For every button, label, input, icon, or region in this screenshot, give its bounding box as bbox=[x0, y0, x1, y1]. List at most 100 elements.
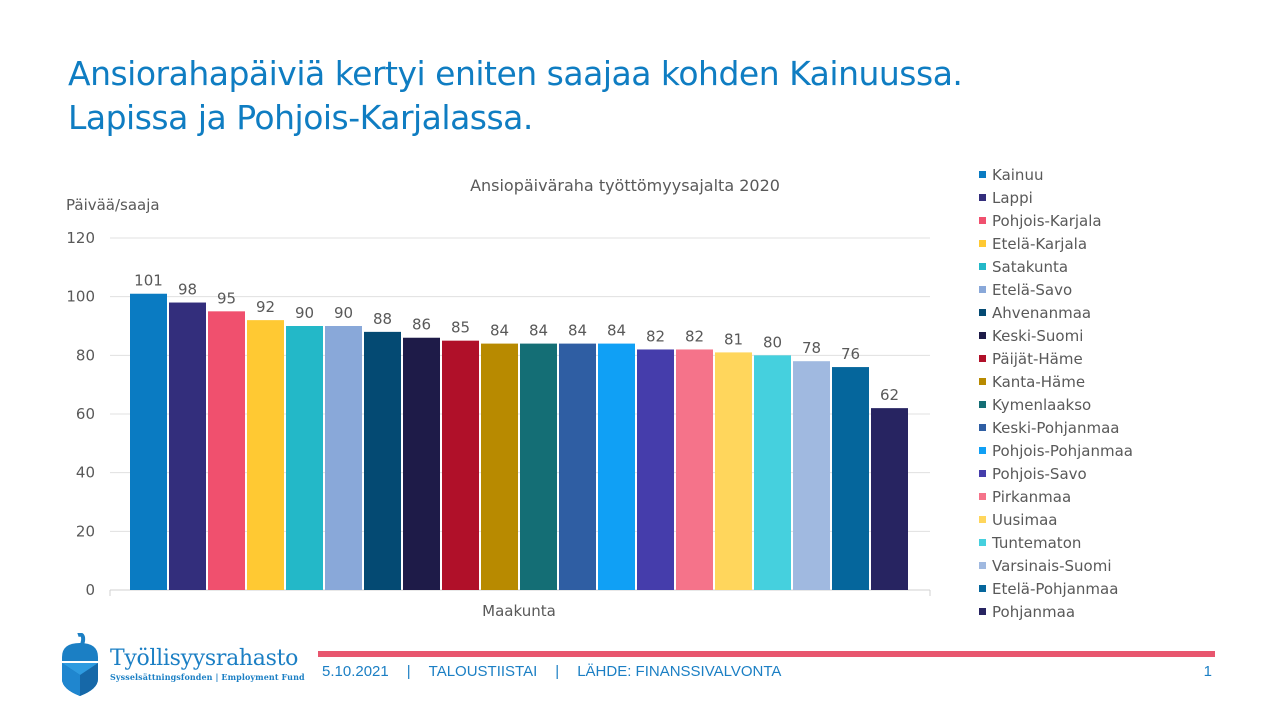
data-label: 84 bbox=[529, 322, 548, 340]
data-label: 90 bbox=[334, 304, 353, 322]
footer-event: TALOUSTIISTAI bbox=[428, 663, 538, 680]
legend-item: Keski-Pohjanmaa bbox=[979, 416, 1133, 439]
x-axis-label: Maakunta bbox=[482, 602, 556, 620]
data-label: 76 bbox=[841, 345, 860, 363]
chart-title: Ansiopäiväraha työttömyysajalta 2020 bbox=[470, 176, 780, 195]
legend-swatch bbox=[979, 493, 986, 500]
legend-item: Etelä-Karjala bbox=[979, 232, 1133, 255]
bar-kainuu bbox=[130, 293, 167, 590]
legend-label: Varsinais-Suomi bbox=[992, 556, 1112, 575]
bar-keski-pohjanmaa bbox=[559, 343, 596, 590]
logo: Työllisyysrahasto Sysselsättningsfonden … bbox=[58, 633, 305, 697]
legend-swatch bbox=[979, 447, 986, 454]
legend-item: Tuntematon bbox=[979, 531, 1133, 554]
legend-swatch bbox=[979, 401, 986, 408]
y-tick-label: 80 bbox=[76, 346, 95, 364]
legend-swatch bbox=[979, 263, 986, 270]
footer: 5.10.2021 | TALOUSTIISTAI | LÄHDE: FINAN… bbox=[322, 663, 1212, 680]
legend-swatch bbox=[979, 516, 986, 523]
y-axis-label: Päivää/saaja bbox=[66, 196, 160, 214]
bar-etelä-karjala bbox=[247, 320, 284, 590]
legend-label: Keski-Pohjanmaa bbox=[992, 418, 1120, 437]
legend-swatch bbox=[979, 608, 986, 615]
data-label: 98 bbox=[178, 281, 197, 299]
y-tick-label: 40 bbox=[76, 464, 95, 482]
footer-divider bbox=[318, 651, 1215, 657]
y-tick-label: 0 bbox=[85, 581, 95, 599]
legend-item: Ahvenanmaa bbox=[979, 301, 1133, 324]
data-labels: 101 98 95 92 90 90 88 86 85 84 84 84 84 82 82 81 80 78 76 6… bbox=[134, 272, 899, 404]
legend-swatch bbox=[979, 240, 986, 247]
data-label: 92 bbox=[256, 298, 275, 316]
bar-uusimaa bbox=[715, 352, 752, 590]
logo-name: Työllisyysrahasto bbox=[110, 646, 299, 671]
legend-item: Etelä-Savo bbox=[979, 278, 1133, 301]
legend-item: Varsinais-Suomi bbox=[979, 554, 1133, 577]
legend-item: Pirkanmaa bbox=[979, 485, 1133, 508]
acorn-icon bbox=[62, 633, 98, 696]
bar-pohjanmaa bbox=[871, 408, 908, 590]
legend-label: Kainuu bbox=[992, 165, 1044, 184]
legend-label: Kanta-Häme bbox=[992, 372, 1086, 391]
y-tick-label: 20 bbox=[76, 522, 95, 540]
data-label: 82 bbox=[685, 327, 704, 345]
legend-item: Uusimaa bbox=[979, 508, 1133, 531]
data-label: 95 bbox=[217, 289, 236, 307]
legend-item: Satakunta bbox=[979, 255, 1133, 278]
data-label: 84 bbox=[607, 322, 626, 340]
legend-item: Päijät-Häme bbox=[979, 347, 1133, 370]
bar-pohjois-karjala bbox=[208, 311, 245, 590]
data-label: 62 bbox=[880, 386, 899, 404]
data-label: 81 bbox=[724, 330, 743, 348]
bar-varsinais-suomi bbox=[793, 361, 830, 590]
bar-päijät-häme bbox=[442, 340, 479, 590]
data-label: 80 bbox=[763, 333, 782, 351]
legend-label: Tuntematon bbox=[992, 533, 1082, 552]
legend-swatch bbox=[979, 194, 986, 201]
bar-ahvenanmaa bbox=[364, 331, 401, 590]
legend-label: Päijät-Häme bbox=[992, 349, 1083, 368]
y-axis-ticks: 0 20 40 60 80 100 120 bbox=[66, 229, 95, 599]
bar-kymenlaakso bbox=[520, 343, 557, 590]
legend-label: Pohjanmaa bbox=[992, 602, 1076, 621]
legend-item: Pohjois-Karjala bbox=[979, 209, 1133, 232]
legend-swatch bbox=[979, 286, 986, 293]
legend-label: Keski-Suomi bbox=[992, 326, 1084, 345]
bar-tuntematon bbox=[754, 355, 791, 590]
data-label: 88 bbox=[373, 310, 392, 328]
bar-etelä-pohjanmaa bbox=[832, 367, 869, 590]
bar-etelä-savo bbox=[325, 326, 362, 590]
slide-title-line-2: Lapissa ja Pohjois-Karjalassa. bbox=[68, 98, 533, 137]
chart-legend: Kainuu Lappi Pohjois-Karjala Etelä-Karjala S… bbox=[979, 163, 1133, 623]
legend-label: Pirkanmaa bbox=[992, 487, 1072, 506]
data-label: 84 bbox=[568, 322, 587, 340]
footer-source: LÄHDE: FINANSSIVALVONTA bbox=[577, 663, 782, 680]
legend-item: Etelä-Pohjanmaa bbox=[979, 577, 1133, 600]
page-number: 1 bbox=[1203, 663, 1212, 680]
slide-title-line-1: Ansiorahapäiviä kertyi eniten saajaa koh… bbox=[68, 54, 963, 93]
bar-satakunta bbox=[286, 326, 323, 590]
footer-separator: | bbox=[555, 663, 560, 680]
legend-swatch bbox=[979, 470, 986, 477]
legend-label: Etelä-Savo bbox=[992, 280, 1073, 299]
legend-item: Kanta-Häme bbox=[979, 370, 1133, 393]
y-tick-label: 120 bbox=[66, 229, 95, 247]
legend-label: Etelä-Karjala bbox=[992, 234, 1088, 253]
legend-label: Pohjois-Karjala bbox=[992, 211, 1102, 230]
legend-swatch bbox=[979, 171, 986, 178]
y-tick-label: 60 bbox=[76, 405, 95, 423]
legend-item: Kainuu bbox=[979, 163, 1133, 186]
legend-item: Pohjois-Savo bbox=[979, 462, 1133, 485]
bar-pirkanmaa bbox=[676, 349, 713, 590]
legend-swatch bbox=[979, 217, 986, 224]
legend-swatch bbox=[979, 309, 986, 316]
bar-kanta-häme bbox=[481, 343, 518, 590]
data-label: 85 bbox=[451, 319, 470, 337]
bar-keski-suomi bbox=[403, 337, 440, 590]
data-label: 101 bbox=[134, 272, 163, 290]
legend-label: Etelä-Pohjanmaa bbox=[992, 579, 1119, 598]
legend-label: Uusimaa bbox=[992, 510, 1058, 529]
legend-swatch bbox=[979, 424, 986, 431]
footer-date: 5.10.2021 bbox=[322, 663, 389, 680]
